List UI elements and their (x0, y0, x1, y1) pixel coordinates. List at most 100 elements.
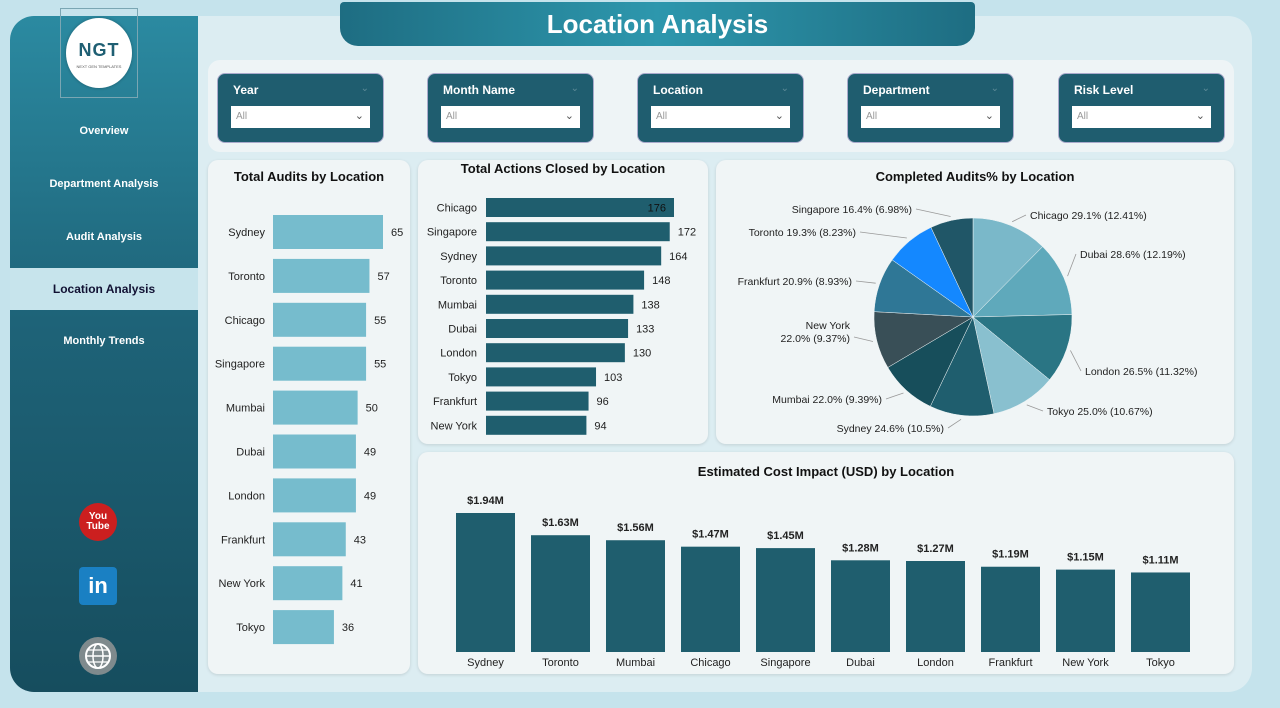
department-dropdown[interactable]: All ⌄ (861, 106, 1000, 128)
sidebar-item-overview[interactable]: Overview (79, 125, 129, 137)
bar-value-label: 57 (377, 271, 389, 283)
logo-subtext: NEXT GEN TEMPLATES (76, 64, 122, 69)
company-logo: NGT NEXT GEN TEMPLATES (66, 18, 132, 88)
chevron-down-icon: ⌄ (774, 110, 784, 122)
audits-by-location-chart: Sydney 65 Toronto 57 Chicago 55 Singapore 55 Mum… (215, 215, 403, 645)
pie-slice-label: Singapore 16.4% (6.98%) (792, 204, 912, 216)
leader-line (947, 418, 962, 429)
pie-slice (972, 314, 1073, 381)
sidebar-item-location-analysis[interactable]: Location Analysis (10, 268, 198, 310)
bar (273, 478, 356, 513)
slicer-value: All (236, 111, 248, 122)
bar-value-label: 55 (374, 359, 386, 371)
risk-level-dropdown[interactable]: All ⌄ (1072, 106, 1211, 128)
bar-value-label: 55 (374, 315, 386, 327)
bar (486, 198, 674, 217)
pie-slice-label: Chicago 29.1% (12.41%) (1030, 210, 1147, 222)
bar-category-label: New York (219, 578, 266, 590)
department-slicer: Department ⌄ All ⌄ (847, 73, 1014, 143)
completed-audits-pie-chart: Chicago 29.1% (12.41%) Dubai 28.6% (12.19… (738, 204, 1198, 435)
month-name-slicer: Month Name ⌄ All ⌄ (427, 73, 594, 143)
logo-text: NGT (78, 40, 120, 60)
bar (906, 561, 965, 652)
bar-category-label: Singapore (760, 657, 810, 669)
leader-line (1070, 350, 1082, 372)
bar-category-label: Toronto (228, 271, 265, 283)
leader-line (1011, 214, 1027, 223)
chevron-down-icon[interactable]: ⌄ (360, 83, 369, 94)
bar-category-label: Frankfurt (221, 534, 265, 546)
bar (486, 391, 589, 411)
bar-value-label: $1.94M (467, 495, 504, 507)
bar-category-label: Mumbai (226, 403, 265, 415)
chevron-down-icon[interactable]: ⌄ (570, 83, 579, 94)
youtube-icon[interactable]: You Tube (79, 503, 117, 541)
actions-closed-card: Total Actions Closed by Location Chicago… (418, 160, 708, 444)
leader-line (855, 280, 876, 284)
bar (486, 343, 625, 363)
bar-category-label: Singapore (427, 227, 477, 239)
bar-value-label: $1.45M (767, 530, 804, 542)
bar (456, 513, 515, 652)
bar-value-label: 96 (597, 396, 609, 408)
pie-slice (930, 217, 974, 318)
bar (273, 610, 334, 645)
bar (606, 540, 665, 652)
bar-value-label: 36 (342, 622, 354, 634)
bar-value-label: $1.28M (842, 542, 879, 554)
logo-frame (60, 8, 138, 98)
chevron-down-icon[interactable]: ⌄ (990, 83, 999, 94)
pie-slice-label: Toronto 19.3% (8.23%) (749, 227, 856, 239)
chart-title: Total Audits by Location (233, 169, 385, 184)
pie-slice (972, 316, 1050, 415)
slicer-label: Year (233, 83, 259, 97)
bar-category-label: Frankfurt (433, 396, 477, 408)
chart-title: Estimated Cost Impact (USD) by Location (697, 464, 955, 479)
leader-line (915, 208, 951, 217)
bar-category-label: Toronto (542, 657, 579, 669)
bar-value-label: $1.47M (692, 529, 729, 541)
bar-category-label: London (440, 348, 477, 360)
chevron-down-icon: ⌄ (984, 110, 994, 122)
leader-line (853, 336, 874, 342)
sidebar-item-department-analysis[interactable]: Department Analysis (49, 178, 159, 190)
bar-category-label: Singapore (215, 359, 265, 371)
location-dropdown[interactable]: All ⌄ (651, 106, 790, 128)
bar-value-label: 138 (641, 299, 659, 311)
bar-category-label: Frankfurt (988, 657, 1032, 669)
linkedin-icon[interactable]: in (79, 567, 117, 605)
bar-category-label: Mumbai (438, 299, 477, 311)
month-name-dropdown[interactable]: All ⌄ (441, 106, 580, 128)
bar (531, 535, 590, 652)
slicer-label: Month Name (443, 83, 515, 97)
bar-category-label: New York (1062, 657, 1109, 669)
sidebar-item-audit-analysis[interactable]: Audit Analysis (66, 231, 142, 243)
bar (486, 415, 587, 435)
bar-value-label: 43 (354, 534, 366, 546)
bar (273, 258, 370, 293)
chevron-down-icon: ⌄ (564, 110, 574, 122)
pie-slice (972, 246, 1073, 318)
website-icon[interactable] (79, 637, 117, 675)
chevron-down-icon[interactable]: ⌄ (1201, 83, 1210, 94)
bar (273, 522, 346, 557)
sidebar-item-monthly-trends[interactable]: Monthly Trends (63, 335, 145, 347)
year-dropdown[interactable]: All ⌄ (231, 106, 370, 128)
bar-category-label: Dubai (236, 447, 265, 459)
audits-by-location-card: Total Audits by Location Sydney 65 Toronto… (208, 160, 410, 674)
chevron-down-icon[interactable]: ⌄ (780, 83, 789, 94)
leader-line (1026, 404, 1044, 412)
chevron-down-icon: ⌄ (354, 110, 364, 122)
slicer-value: All (656, 111, 668, 122)
bar (273, 434, 356, 469)
bar (486, 270, 645, 290)
bar (486, 294, 634, 314)
chevron-down-icon: ⌄ (1195, 110, 1205, 122)
bar-value-label: $1.11M (1142, 554, 1178, 566)
pie-slice-label: London 26.5% (11.32%) (1085, 366, 1197, 378)
chart-title: Total Actions Closed by Location (460, 161, 666, 176)
bar (681, 546, 740, 652)
completed-audits-card: Completed Audits% by Location Chicago 29… (716, 160, 1234, 444)
year-slicer: Year ⌄ All ⌄ (217, 73, 384, 143)
bar-value-label: 65 (391, 227, 403, 239)
